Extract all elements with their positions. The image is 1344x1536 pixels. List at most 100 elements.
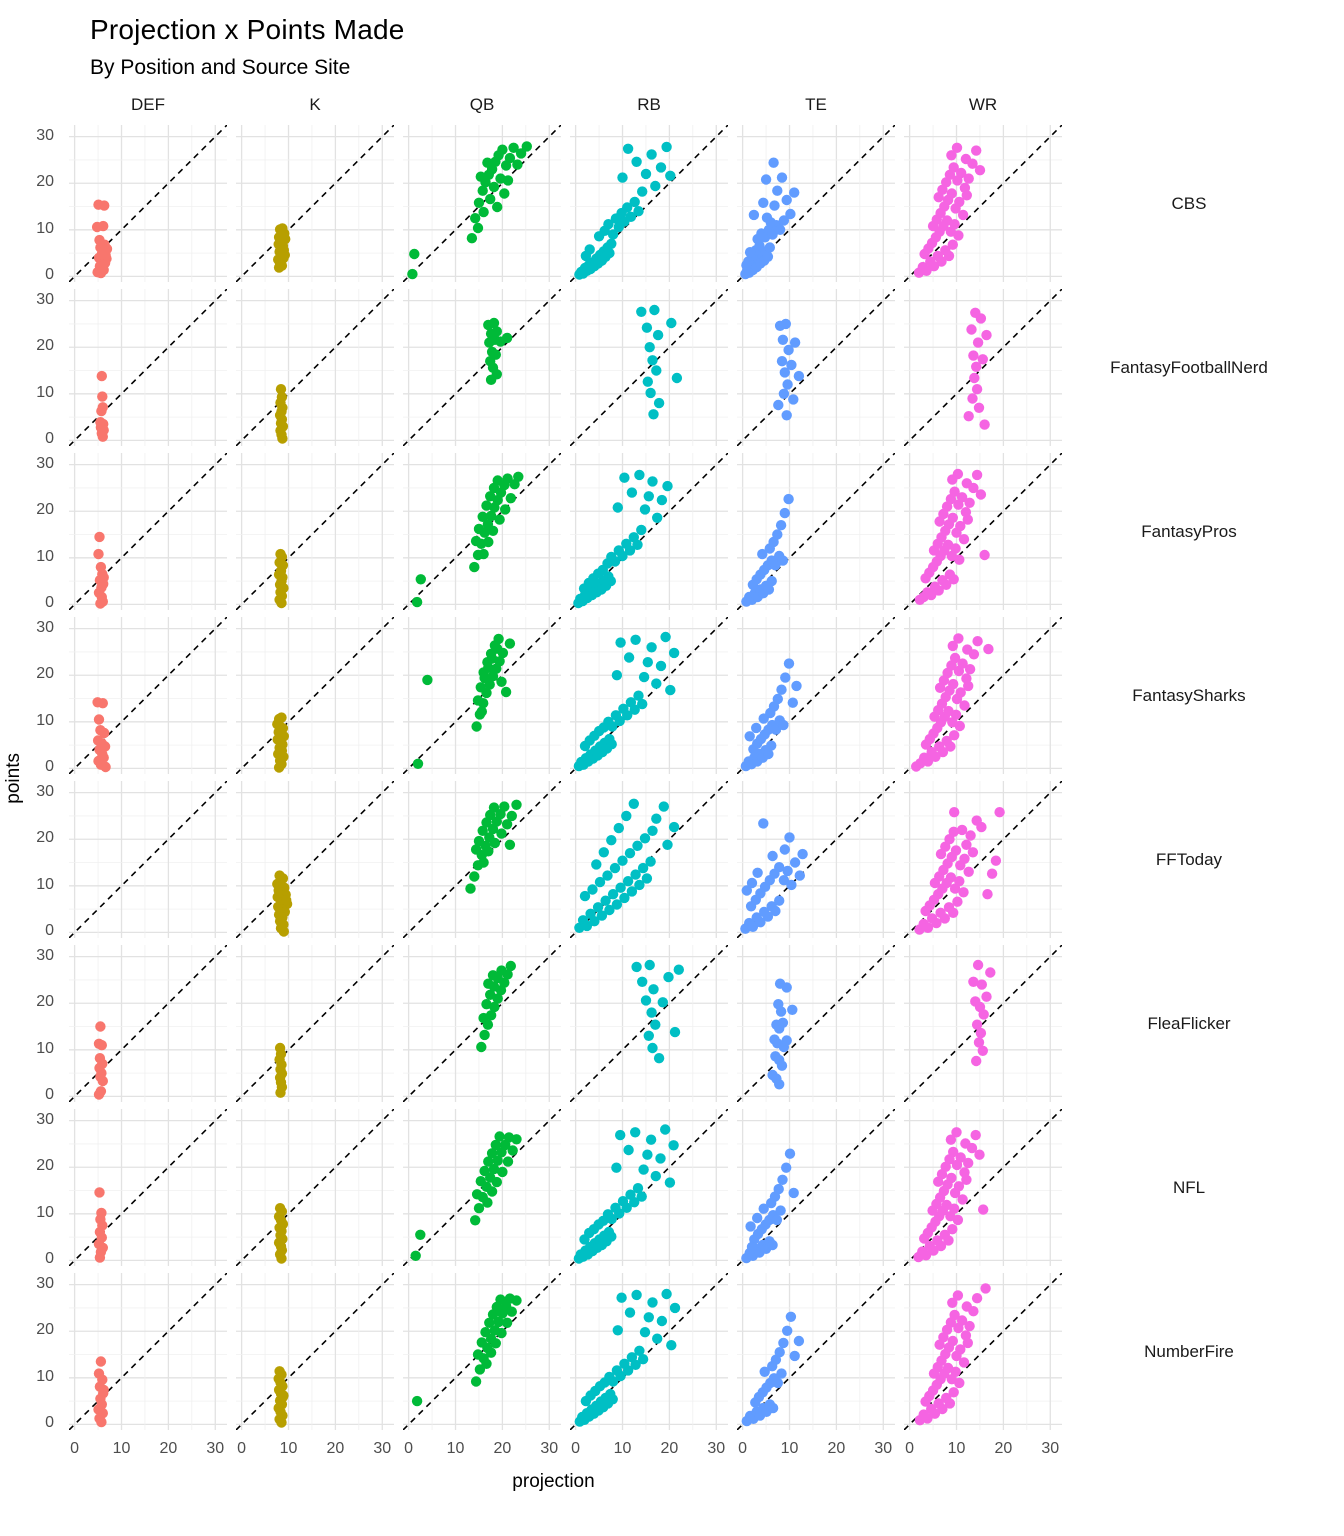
data-point: [961, 1301, 972, 1312]
data-point: [637, 186, 648, 197]
data-point: [489, 837, 501, 849]
data-point: [968, 350, 979, 361]
panel-canvas: [69, 617, 227, 774]
data-point: [777, 334, 789, 345]
identity-reference-line: [69, 1273, 227, 1430]
data-point: [99, 257, 111, 269]
data-point: [277, 433, 288, 444]
data-point: [615, 637, 626, 648]
y-tick-label: 0: [45, 594, 54, 612]
data-point: [763, 748, 774, 760]
identity-reference-line: [904, 453, 1062, 610]
data-point: [581, 920, 593, 932]
data-point: [465, 883, 476, 894]
data-point: [781, 982, 792, 993]
data-point: [772, 1377, 783, 1389]
data-point: [598, 847, 609, 858]
data-point: [651, 678, 662, 689]
data-point: [97, 1075, 108, 1087]
panel-canvas: [236, 289, 394, 446]
panel-FleaFlicker-QB: [403, 945, 561, 1102]
data-point: [975, 1027, 987, 1039]
x-axis-spacer-right: [1071, 1437, 1307, 1467]
identity-reference-line: [236, 945, 394, 1102]
data-point: [587, 884, 598, 895]
data-point: [772, 185, 783, 196]
data-point: [789, 1350, 800, 1362]
data-point: [511, 799, 522, 810]
data-point: [647, 1297, 658, 1308]
data-point: [604, 247, 615, 259]
panel-canvas: [236, 453, 394, 610]
data-point: [793, 1335, 805, 1347]
panel-canvas: [403, 781, 561, 938]
data-point: [955, 1152, 966, 1163]
data-point: [994, 807, 1005, 818]
data-point: [630, 1127, 641, 1138]
data-point: [486, 1148, 498, 1159]
panel-NFL-QB: [403, 1109, 561, 1266]
identity-reference-line: [904, 945, 1062, 1102]
data-point: [485, 1347, 497, 1358]
data-point: [937, 746, 949, 758]
data-point: [797, 848, 808, 860]
data-point: [473, 197, 485, 208]
data-point: [741, 885, 752, 896]
data-point: [99, 200, 110, 211]
data-point: [960, 1330, 972, 1341]
data-point: [783, 493, 794, 505]
data-point: [579, 740, 591, 752]
identity-reference-line: [236, 1109, 394, 1266]
data-point: [411, 1395, 423, 1407]
data-point: [645, 856, 656, 867]
data-point: [637, 862, 649, 874]
data-point: [98, 220, 109, 232]
data-point: [502, 1156, 514, 1167]
x-axis-tick-labels-k: 0 10 20 30: [236, 1437, 394, 1467]
data-point: [611, 1162, 622, 1173]
y-tick-label: 0: [45, 922, 54, 940]
data-point: [483, 846, 494, 857]
data-point: [504, 839, 516, 850]
data-point: [615, 1129, 626, 1141]
data-point: [632, 539, 643, 550]
data-point: [472, 695, 484, 706]
data-point: [605, 575, 616, 587]
data-point: [661, 141, 672, 153]
data-point: [752, 867, 763, 878]
data-point: [952, 1214, 964, 1226]
data-point: [985, 967, 996, 978]
data-point: [652, 329, 664, 341]
data-point: [476, 706, 487, 717]
y-tick-label: 20: [36, 173, 54, 191]
y-axis-tick-labels: 30 20 10 0: [12, 945, 60, 1104]
data-point: [636, 1191, 647, 1202]
data-point: [469, 561, 480, 573]
data-point: [777, 1017, 789, 1028]
data-point: [946, 150, 957, 161]
data-point: [945, 741, 956, 752]
data-point: [644, 342, 655, 353]
data-point: [960, 507, 972, 518]
data-point: [482, 1197, 493, 1208]
data-point: [483, 536, 494, 548]
data-point: [492, 643, 503, 654]
panel-canvas: [737, 125, 895, 282]
panel-canvas: [570, 781, 728, 938]
data-point: [630, 869, 641, 880]
data-point: [971, 1019, 983, 1030]
data-point: [506, 810, 517, 822]
data-point: [946, 1172, 957, 1184]
data-point: [276, 597, 287, 609]
data-point: [759, 1366, 770, 1377]
data-point: [612, 1325, 623, 1336]
data-point: [777, 555, 789, 566]
data-point: [94, 1252, 106, 1263]
data-point: [637, 1354, 649, 1365]
panel-canvas: [236, 781, 394, 938]
panel-canvas: [403, 1109, 561, 1266]
panel-FantasyPros-K: [236, 453, 394, 610]
x-tick-label: 10: [446, 1440, 465, 1457]
data-point: [656, 1315, 668, 1327]
y-tick-label: 0: [45, 1250, 54, 1268]
